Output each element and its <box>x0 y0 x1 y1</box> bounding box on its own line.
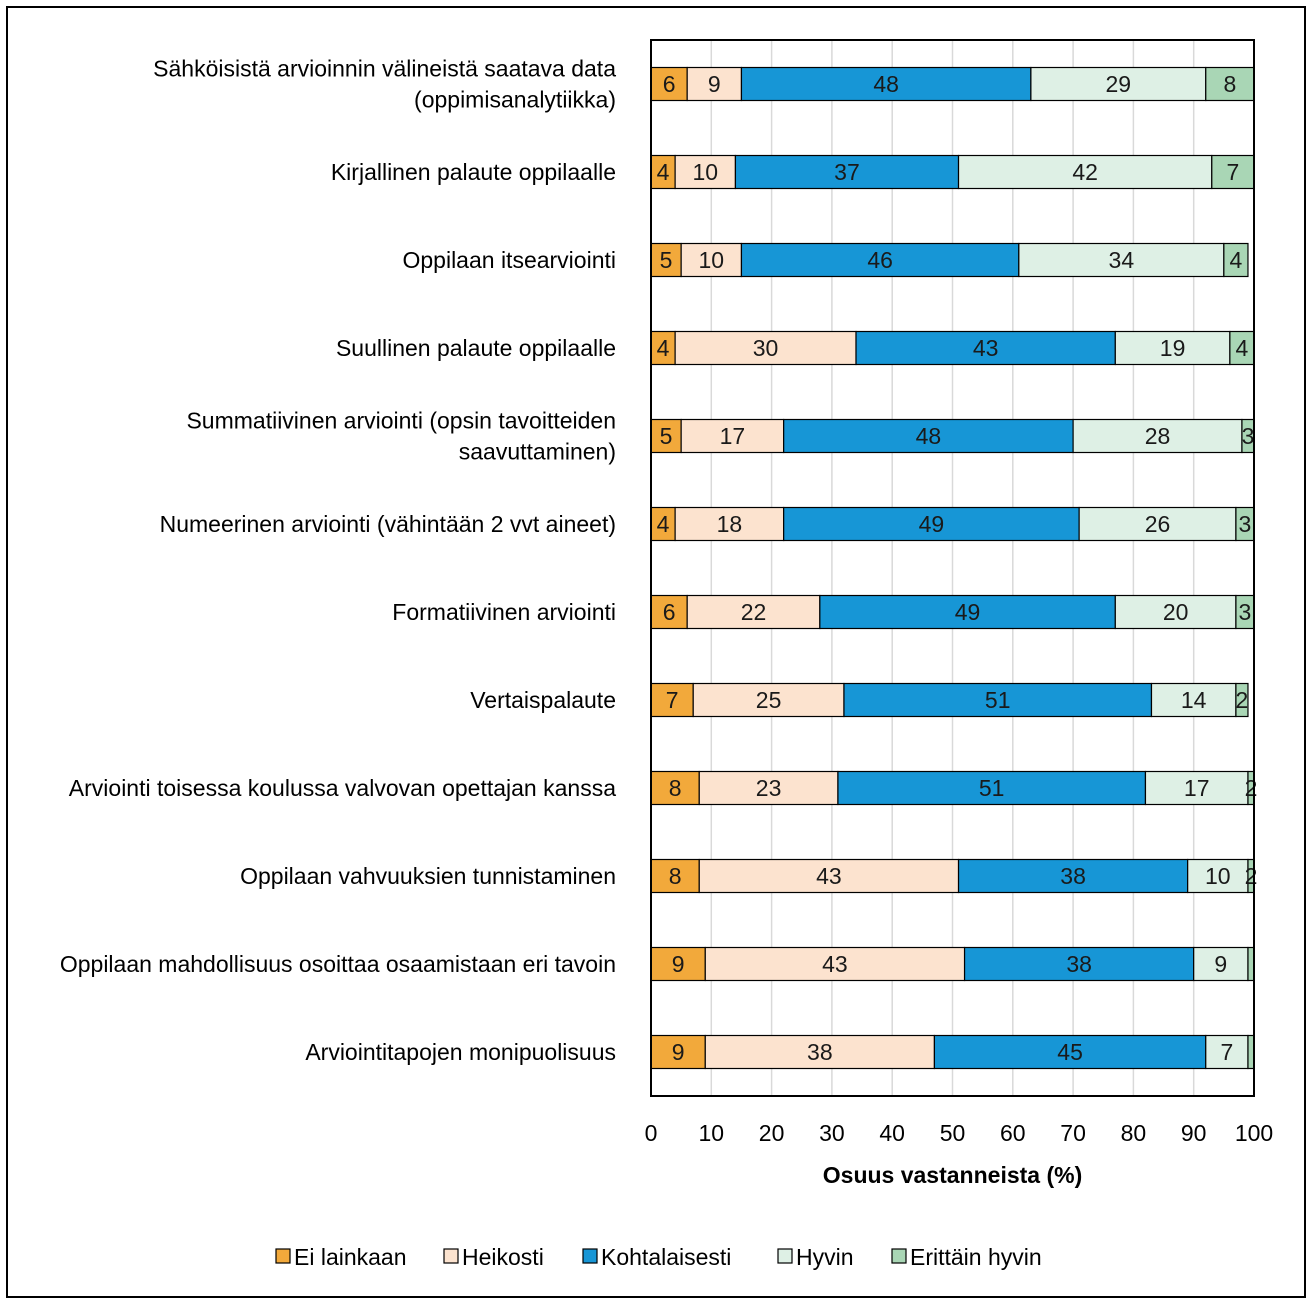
data-label: 4 <box>657 335 670 361</box>
category-label: Numeerinen arviointi (vähintään 2 vvt ai… <box>160 511 616 537</box>
data-label: 8 <box>1223 71 1236 97</box>
data-label: 8 <box>669 775 682 801</box>
x-tick-label: 20 <box>759 1120 785 1146</box>
data-label: 49 <box>919 511 945 537</box>
data-label: 9 <box>672 1039 685 1065</box>
data-label: 10 <box>1205 863 1231 889</box>
legend-swatch <box>892 1249 906 1263</box>
data-label: 4 <box>1236 335 1249 361</box>
data-label: 9 <box>672 951 685 977</box>
data-label: 25 <box>756 687 782 713</box>
x-tick-label: 10 <box>699 1120 725 1146</box>
data-label: 43 <box>822 951 848 977</box>
legend-label: Hyvin <box>796 1244 854 1270</box>
data-label: 3 <box>1239 511 1252 537</box>
legend-label: Erittäin hyvin <box>910 1244 1042 1270</box>
data-label: 48 <box>916 423 942 449</box>
data-label: 17 <box>720 423 746 449</box>
x-tick-label: 50 <box>940 1120 966 1146</box>
data-label: 23 <box>756 775 782 801</box>
x-tick-label: 90 <box>1181 1120 1207 1146</box>
data-label: 28 <box>1145 423 1171 449</box>
x-tick-label: 30 <box>819 1120 845 1146</box>
data-label: 17 <box>1184 775 1210 801</box>
chart-border <box>7 7 1305 1297</box>
category-label: Vertaispalaute <box>470 687 616 713</box>
data-label: 4 <box>657 511 670 537</box>
data-label: 51 <box>985 687 1011 713</box>
data-label: 43 <box>973 335 999 361</box>
data-label: 10 <box>692 159 718 185</box>
data-label: 18 <box>717 511 743 537</box>
category-label: Oppilaan mahdollisuus osoittaa osaamista… <box>60 951 616 977</box>
legend-label: Kohtalaisesti <box>601 1244 731 1270</box>
data-label: 37 <box>834 159 860 185</box>
data-label: 9 <box>708 71 721 97</box>
x-tick-label: 40 <box>879 1120 905 1146</box>
data-label: 45 <box>1057 1039 1083 1065</box>
data-label: 14 <box>1181 687 1207 713</box>
category-label: Oppilaan vahvuuksien tunnistaminen <box>240 863 616 889</box>
data-label: 49 <box>955 599 981 625</box>
data-label: 5 <box>660 247 673 273</box>
x-tick-label: 60 <box>1000 1120 1026 1146</box>
data-label: 10 <box>699 247 725 273</box>
data-label: 29 <box>1106 71 1132 97</box>
data-label: 22 <box>741 599 767 625</box>
data-label: 2 <box>1245 863 1258 889</box>
legend: Ei lainkaan Heikosti Kohtalaisesti Hyvin Eri… <box>276 1244 1042 1270</box>
legend-swatch <box>583 1249 597 1263</box>
legend-label: Ei lainkaan <box>294 1244 407 1270</box>
data-label: 9 <box>1214 951 1227 977</box>
data-label: 38 <box>807 1039 833 1065</box>
data-label: 19 <box>1160 335 1186 361</box>
legend-swatch <box>276 1249 290 1263</box>
x-tick-label: 80 <box>1121 1120 1147 1146</box>
category-label: Suullinen palaute oppilaalle <box>336 335 616 361</box>
x-tick-label: 100 <box>1235 1120 1273 1146</box>
x-axis-title: Osuus vastanneista (%) <box>823 1162 1082 1188</box>
category-label: Kirjallinen palaute oppilaalle <box>331 159 616 185</box>
data-label: 26 <box>1145 511 1171 537</box>
data-label: 3 <box>1242 423 1255 449</box>
category-label: Arviointi toisessa koulussa valvovan ope… <box>69 775 616 801</box>
data-label: 7 <box>1220 1039 1233 1065</box>
category-label: Oppilaan itsearviointi <box>402 247 616 273</box>
data-label: 48 <box>873 71 899 97</box>
data-label: 7 <box>666 687 679 713</box>
data-label: 6 <box>663 599 676 625</box>
data-label: 4 <box>1230 247 1243 273</box>
data-label: 51 <box>979 775 1005 801</box>
data-label: 38 <box>1060 863 1086 889</box>
data-label: 46 <box>867 247 893 273</box>
legend-swatch <box>444 1249 458 1263</box>
data-label: 42 <box>1072 159 1098 185</box>
data-label: 20 <box>1163 599 1189 625</box>
x-tick-label: 70 <box>1060 1120 1086 1146</box>
data-label: 3 <box>1239 599 1252 625</box>
data-label: 43 <box>816 863 842 889</box>
data-label: 30 <box>753 335 779 361</box>
category-label: Formatiivinen arviointi <box>392 599 616 625</box>
legend-swatch <box>778 1249 792 1263</box>
data-label: 2 <box>1236 687 1249 713</box>
data-label: 38 <box>1066 951 1092 977</box>
data-label: 5 <box>660 423 673 449</box>
data-label: 2 <box>1245 775 1258 801</box>
category-label: Arviointitapojen monipuolisuus <box>305 1039 616 1065</box>
data-label: 6 <box>663 71 676 97</box>
x-tick-label: 0 <box>645 1120 658 1146</box>
data-label: 7 <box>1226 159 1239 185</box>
data-label: 4 <box>657 159 670 185</box>
data-label: 8 <box>669 863 682 889</box>
legend-label: Heikosti <box>462 1244 544 1270</box>
data-label: 34 <box>1109 247 1135 273</box>
